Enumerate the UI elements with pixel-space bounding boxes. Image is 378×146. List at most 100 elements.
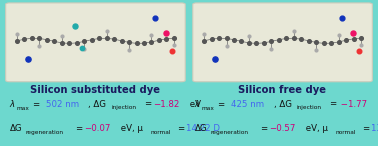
Point	[141, 42, 147, 44]
Text: Silicon substituted dye: Silicon substituted dye	[29, 85, 160, 95]
Point	[306, 40, 312, 42]
FancyBboxPatch shape	[193, 3, 372, 82]
Text: max: max	[16, 106, 29, 111]
Point	[36, 37, 42, 40]
Text: normal: normal	[150, 130, 171, 135]
Text: λ: λ	[195, 100, 200, 109]
Point	[358, 44, 364, 47]
Point	[223, 37, 229, 40]
Text: ΔG: ΔG	[195, 124, 207, 133]
Point	[246, 42, 252, 44]
Point	[212, 58, 218, 60]
Text: 425 nm: 425 nm	[231, 100, 264, 109]
Text: , ΔG: , ΔG	[274, 100, 291, 109]
Text: =: =	[177, 124, 184, 133]
Point	[169, 50, 175, 53]
Text: 14.22 D: 14.22 D	[186, 124, 220, 133]
Point	[104, 37, 110, 39]
Point	[59, 34, 65, 37]
Text: injection: injection	[112, 106, 136, 111]
Point	[133, 42, 139, 45]
Point	[336, 41, 342, 43]
Text: eV: eV	[376, 100, 378, 109]
Point	[152, 17, 158, 19]
Point	[81, 48, 87, 50]
Text: λ: λ	[9, 100, 15, 109]
Text: =: =	[144, 100, 151, 109]
Point	[298, 38, 304, 40]
Point	[163, 38, 169, 40]
Point	[223, 45, 229, 47]
Text: −0.07: −0.07	[84, 124, 110, 133]
Point	[268, 48, 274, 50]
Text: =: =	[33, 100, 43, 109]
Point	[156, 39, 162, 41]
Text: =: =	[75, 124, 82, 133]
Text: 13.58 D: 13.58 D	[371, 124, 378, 133]
Point	[171, 37, 177, 39]
Point	[291, 30, 297, 32]
Point	[276, 39, 282, 41]
Point	[350, 32, 356, 34]
Point	[201, 32, 207, 35]
Point	[22, 38, 28, 40]
Point	[350, 38, 356, 40]
Point	[163, 32, 169, 34]
Text: −0.57: −0.57	[270, 124, 296, 133]
Point	[14, 32, 20, 35]
Text: =: =	[218, 100, 228, 109]
Text: max: max	[201, 106, 214, 111]
Point	[51, 40, 57, 43]
Point	[216, 37, 222, 39]
Text: =: =	[329, 100, 336, 109]
Text: eV, μ: eV, μ	[118, 124, 143, 133]
Text: =: =	[260, 124, 267, 133]
Point	[14, 40, 20, 42]
Point	[104, 30, 110, 32]
Text: ΔG: ΔG	[9, 124, 22, 133]
Point	[328, 42, 334, 44]
Point	[66, 42, 72, 45]
Point	[89, 39, 95, 41]
Text: −1.82: −1.82	[153, 100, 180, 109]
Point	[96, 37, 102, 40]
Point	[283, 37, 289, 40]
Point	[81, 40, 87, 43]
Point	[25, 58, 31, 60]
Text: eV, μ: eV, μ	[304, 124, 328, 133]
Point	[321, 42, 327, 45]
Point	[36, 45, 42, 47]
Point	[261, 42, 267, 44]
Text: eV: eV	[187, 100, 201, 109]
Point	[119, 40, 125, 42]
Point	[149, 33, 155, 36]
Point	[253, 42, 259, 45]
Text: 502 nm: 502 nm	[46, 100, 79, 109]
Point	[171, 44, 177, 47]
Point	[126, 41, 132, 44]
Point	[358, 37, 364, 39]
Point	[231, 39, 237, 41]
Point	[29, 37, 35, 39]
Point	[246, 34, 252, 37]
Point	[313, 41, 319, 44]
Point	[79, 47, 85, 50]
Text: regeneration: regeneration	[211, 130, 249, 135]
Text: regeneration: regeneration	[26, 130, 64, 135]
Point	[313, 49, 319, 51]
Point	[239, 40, 245, 43]
Point	[59, 42, 65, 44]
Point	[72, 25, 78, 27]
Point	[44, 39, 50, 41]
Point	[201, 40, 207, 42]
Point	[268, 40, 274, 43]
Point	[209, 38, 215, 40]
Point	[126, 49, 132, 51]
Point	[291, 37, 297, 39]
Point	[336, 33, 342, 36]
Point	[111, 38, 117, 40]
Point	[149, 41, 155, 43]
Text: −1.77: −1.77	[338, 100, 367, 109]
Text: , ΔG: , ΔG	[88, 100, 106, 109]
Text: Silicon free dye: Silicon free dye	[238, 85, 325, 95]
